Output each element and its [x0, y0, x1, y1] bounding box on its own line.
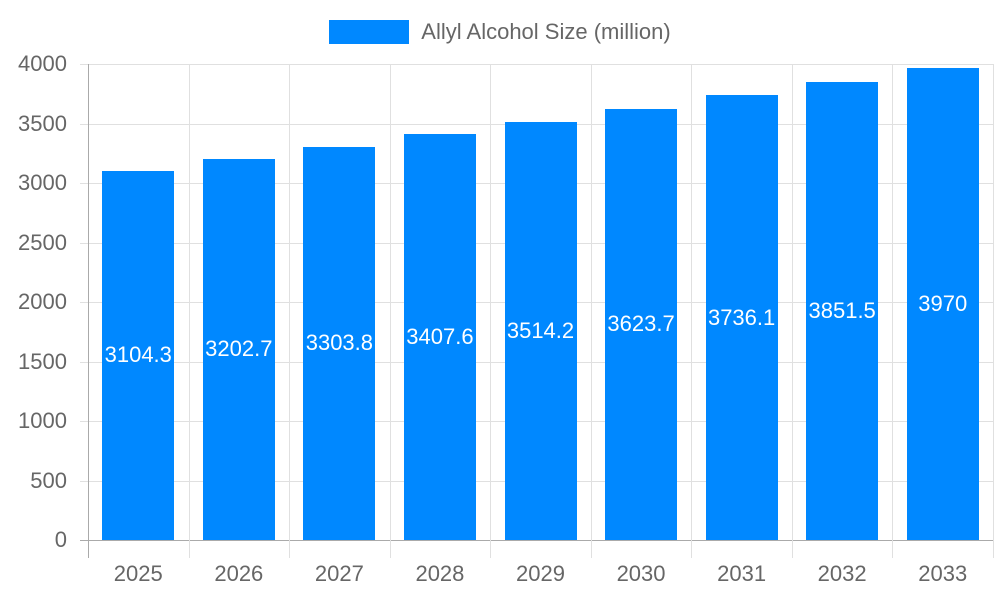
bar-2032[interactable]	[806, 81, 879, 540]
y-tick-label: 2000	[18, 288, 67, 314]
bar-value-label: 3851.5	[808, 297, 876, 323]
bar-2025[interactable]	[102, 170, 175, 540]
x-tick-label: 2029	[516, 561, 565, 586]
y-tick-label: 500	[30, 467, 67, 493]
bar-2033[interactable]	[906, 67, 979, 540]
legend-label: Allyl Alcohol Size (million)	[421, 19, 671, 44]
bar-2029[interactable]	[504, 121, 577, 540]
bar-2028[interactable]	[403, 134, 476, 540]
y-tick-label: 4000	[18, 50, 67, 76]
legend-swatch	[329, 20, 410, 44]
x-tick-label: 2031	[717, 561, 767, 586]
y-tick-label: 2500	[18, 229, 67, 255]
bar-value-label: 3736.1	[707, 304, 776, 330]
bar-value-label: 3303.8	[305, 330, 374, 356]
x-tick-label: 2028	[415, 561, 465, 586]
bar-value-label: 3514.2	[506, 317, 575, 343]
y-tick-label: 0	[54, 526, 67, 552]
bar-value-label: 3202.7	[205, 336, 273, 362]
bar-value-label: 3104.3	[104, 342, 172, 368]
x-tick-label: 2032	[817, 561, 867, 586]
x-tick-label: 2025	[113, 561, 163, 586]
x-tick-label: 2027	[314, 561, 364, 586]
y-tick-label: 1000	[18, 407, 67, 433]
y-tick-label: 1500	[18, 348, 67, 374]
bar-2031[interactable]	[705, 95, 778, 540]
bar-value-label: 3623.7	[607, 311, 675, 337]
bar-2030[interactable]	[605, 108, 678, 540]
y-tick-label: 3000	[18, 169, 67, 195]
x-tick-label: 2033	[918, 561, 968, 586]
bar-value-label: 3970	[918, 290, 968, 316]
legend[interactable]: Allyl Alcohol Size (million)	[0, 19, 1000, 45]
x-tick-label: 2030	[616, 561, 666, 586]
x-tick-label: 2026	[214, 561, 264, 586]
bar-2027[interactable]	[303, 146, 376, 540]
bar-2026[interactable]	[202, 158, 275, 540]
bar-value-label: 3407.6	[406, 324, 474, 350]
y-tick-label: 3500	[18, 110, 67, 136]
